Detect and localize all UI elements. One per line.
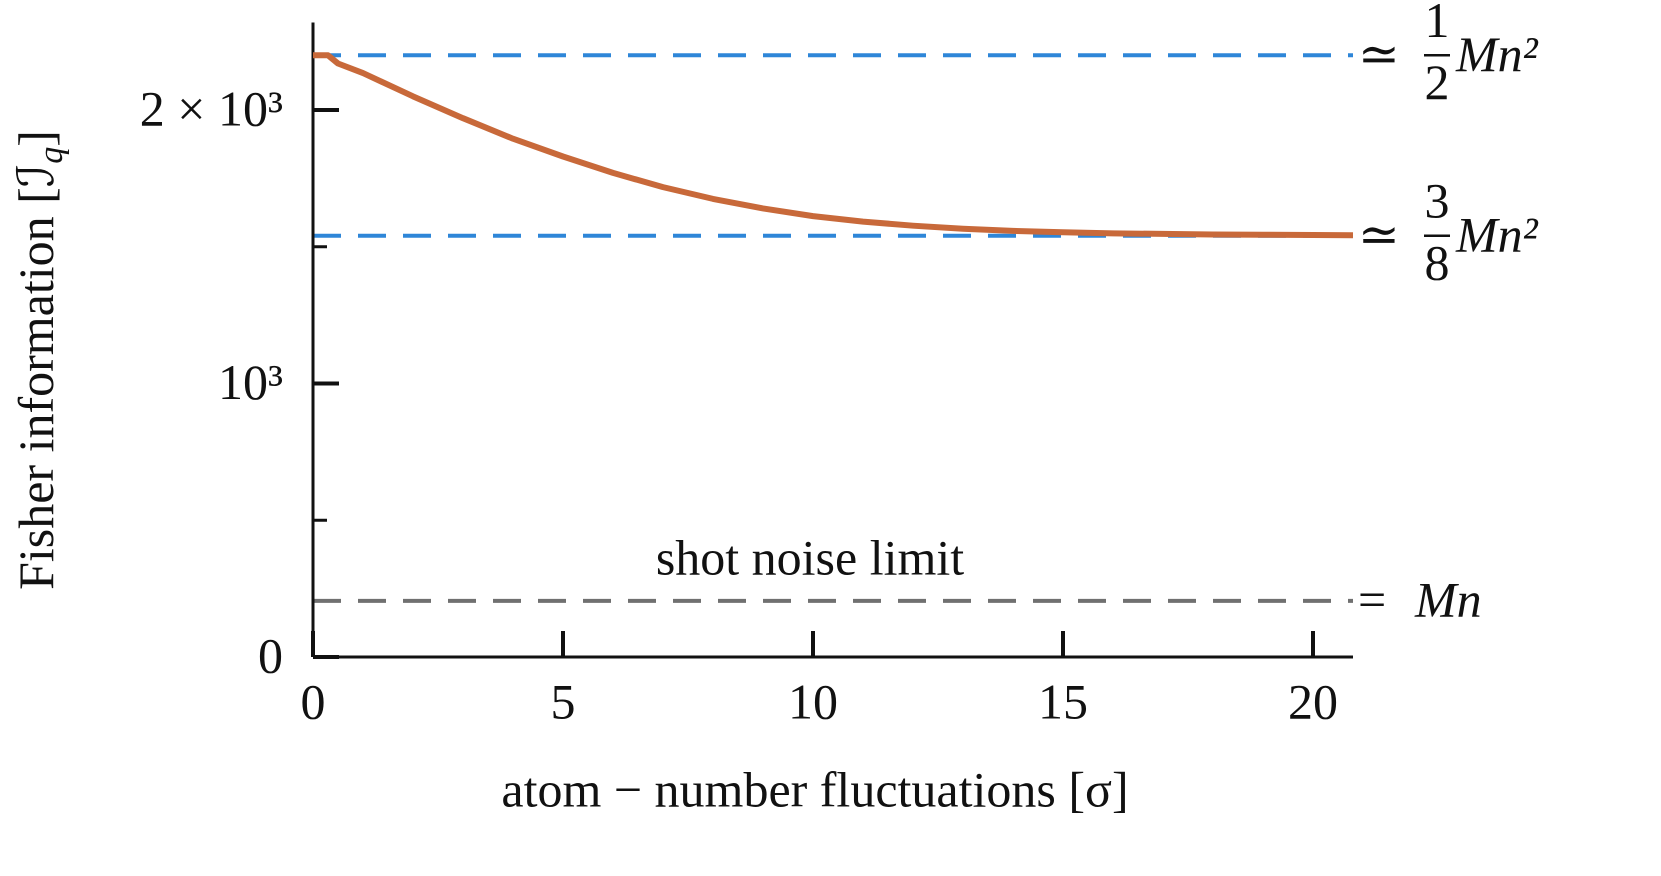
x-tick-label: 0 bbox=[301, 673, 326, 729]
reference-label-denominator: 2 bbox=[1425, 54, 1450, 110]
y-tick-label: 10³ bbox=[218, 354, 283, 410]
reference-label-suffix: Mn bbox=[1414, 571, 1482, 627]
x-tick-label: 20 bbox=[1288, 673, 1338, 729]
y-axis-label-sub: q bbox=[33, 147, 70, 164]
reference-label-suffix: Mn² bbox=[1455, 26, 1539, 82]
x-tick-label: 10 bbox=[788, 673, 838, 729]
x-tick-label: 15 bbox=[1038, 673, 1088, 729]
annotation: shot noise limit bbox=[656, 529, 964, 585]
y-axis-label-close: ] bbox=[8, 130, 64, 147]
reference-label-numerator: 1 bbox=[1425, 0, 1450, 48]
reference-label-suffix: Mn² bbox=[1455, 206, 1539, 262]
series-line bbox=[313, 52, 1354, 239]
x-axis-label: atom − number fluctuations [σ] bbox=[501, 761, 1128, 817]
y-tick-label: 2 × 10³ bbox=[140, 80, 283, 136]
reference-label-prefix: ≃ bbox=[1358, 206, 1400, 262]
y-tick-label: 0 bbox=[258, 627, 283, 683]
reference-label-prefix: = bbox=[1358, 571, 1386, 627]
reference-label-prefix: ≃ bbox=[1358, 26, 1400, 82]
reference-label-numerator: 3 bbox=[1425, 172, 1450, 228]
x-tick-label: 5 bbox=[551, 673, 576, 729]
y-axis-label-text: Fisher information [ℐ bbox=[8, 164, 64, 590]
reference-label-denominator: 8 bbox=[1425, 234, 1450, 290]
y-axis-label: Fisher information [ℐq] bbox=[8, 130, 69, 590]
